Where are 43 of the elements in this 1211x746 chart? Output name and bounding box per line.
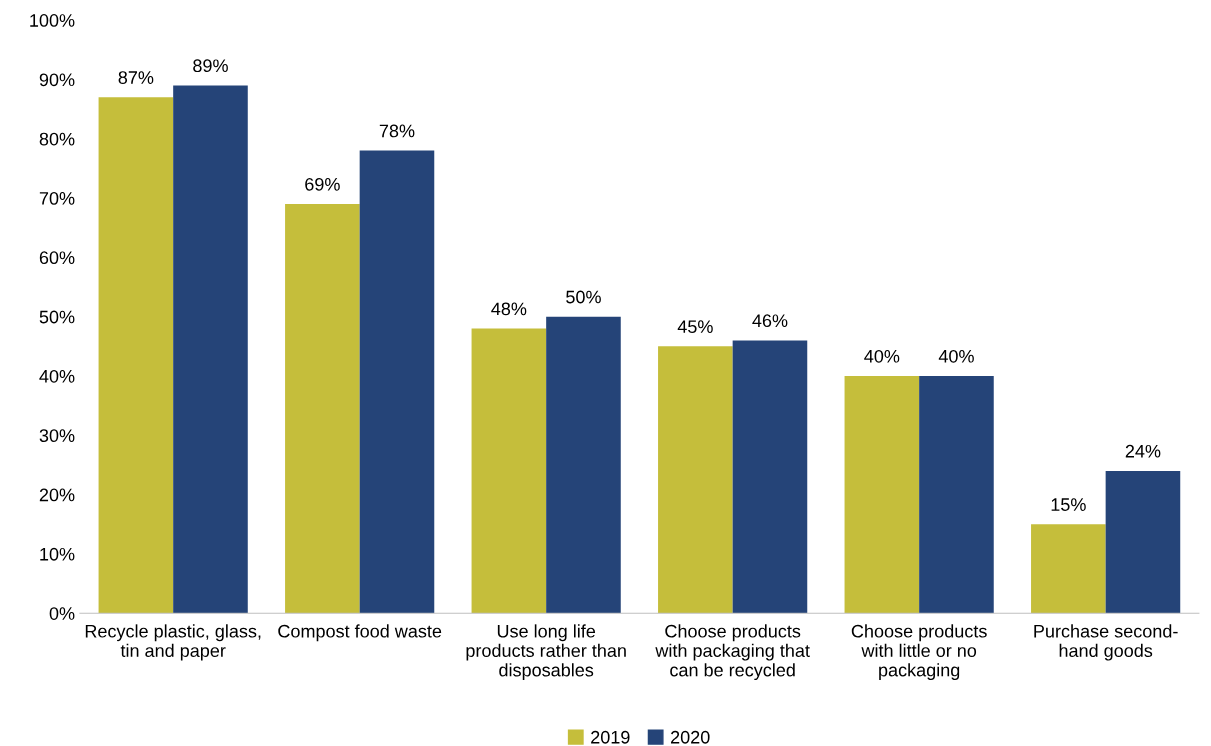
bar [844, 375, 920, 614]
data-label: 78% [379, 124, 415, 138]
y-tick-label: 0% [49, 607, 75, 620]
legend-label: 2020 [671, 730, 710, 744]
bar [359, 150, 435, 614]
bar [173, 85, 248, 614]
y-tick-label: 50% [39, 310, 75, 324]
data-label: 50% [566, 290, 601, 304]
bar [732, 340, 808, 614]
bar [98, 97, 174, 614]
y-tick-label: 70% [39, 192, 75, 205]
x-tick-label: Purchase second- hand goods [1034, 624, 1178, 661]
bar [658, 346, 733, 614]
data-label: 15% [1051, 498, 1086, 511]
y-tick-label: 20% [39, 488, 75, 502]
y-tick-label: 80% [39, 132, 75, 146]
y-tick-label: 40% [39, 369, 75, 383]
bar [919, 375, 994, 614]
bar [1105, 470, 1181, 614]
bar [1031, 524, 1106, 614]
data-label: 69% [305, 177, 340, 191]
bar [285, 203, 360, 614]
data-label: 40% [938, 349, 974, 363]
bar [471, 328, 547, 614]
y-tick-label: 10% [40, 547, 75, 561]
x-tick-label: Use long life products rather than disposables [466, 624, 626, 681]
data-label: 45% [677, 320, 713, 334]
data-label: 46% [752, 314, 788, 328]
data-label: 87% [118, 71, 154, 84]
data-label: 48% [491, 302, 527, 316]
data-label: 40% [864, 349, 900, 363]
legend-label: 2019 [591, 730, 630, 744]
x-tick-label: Choose products with packaging that can be recycled [655, 624, 810, 681]
y-tick-label: 90% [39, 73, 75, 87]
y-tick-label: 30% [39, 429, 75, 443]
y-tick-label: 60% [39, 251, 75, 265]
x-tick-label: Recycle plastic, glass, tin and paper [85, 624, 261, 661]
bar [546, 316, 621, 614]
data-label: 89% [193, 59, 228, 73]
data-label: 24% [1125, 444, 1161, 458]
y-tick-label: 100% [30, 14, 75, 27]
x-tick-label: Choose products with little or no packaging [851, 624, 987, 681]
x-tick-label: Compost food waste [278, 624, 442, 642]
